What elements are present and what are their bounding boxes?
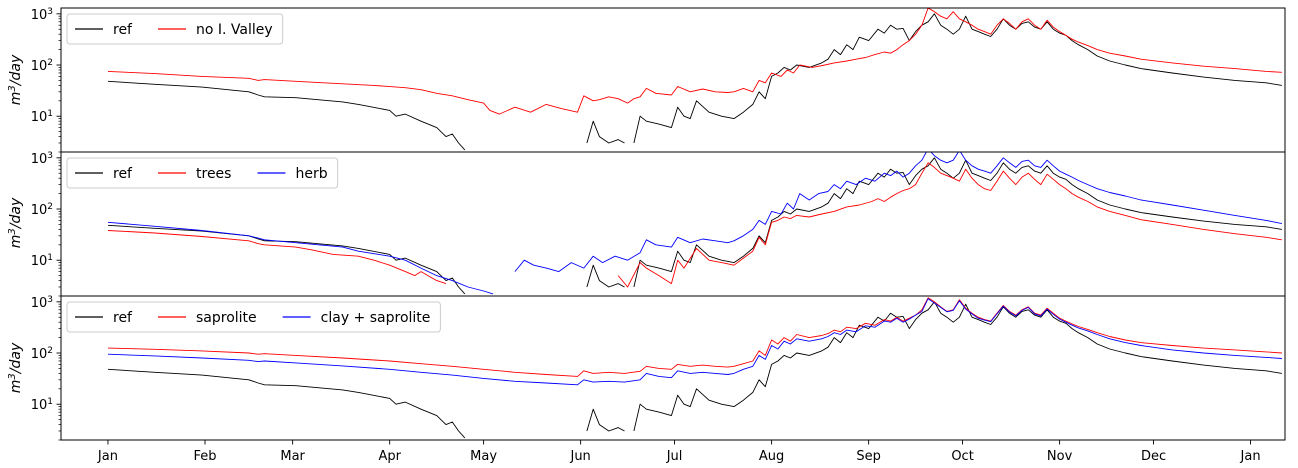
panel-2: m3/day 101 102 103 ref trees herb bbox=[7, 151, 1286, 297]
panel-3: m3/day 101 102 103 ref saprolite clay + sapro… bbox=[7, 295, 1286, 441]
y-tick-label: 103 bbox=[31, 151, 53, 167]
series-line-saprolite bbox=[107, 297, 1282, 377]
y-tick-label: 102 bbox=[31, 58, 53, 74]
x-tick-label: Aug bbox=[759, 449, 784, 464]
y-tick-label: 101 bbox=[31, 397, 53, 413]
y-tick-label: 102 bbox=[31, 202, 53, 218]
x-tick-label: Nov bbox=[1047, 449, 1073, 464]
legend-frame bbox=[66, 301, 441, 333]
x-tick-label: Sep bbox=[856, 449, 881, 464]
y-tick-label: 103 bbox=[31, 7, 53, 23]
legend-label: clay + saprolite bbox=[321, 310, 431, 326]
y-tick-label: 101 bbox=[31, 253, 53, 269]
y-tick-label: 102 bbox=[31, 346, 53, 362]
y-axis-label: m3/day bbox=[7, 54, 25, 105]
plot-frame bbox=[60, 295, 1286, 441]
legend-label: ref bbox=[113, 310, 133, 326]
series-line-trees bbox=[107, 162, 1282, 288]
panel-1: m3/day 101 102 103 ref no I. Valley bbox=[7, 7, 1286, 153]
y-tick-label: 101 bbox=[31, 109, 53, 125]
legend-label: trees bbox=[196, 166, 231, 182]
legend-label: ref bbox=[113, 22, 133, 38]
x-tick-label: Jul bbox=[666, 449, 683, 464]
series-line-clay-saprolite bbox=[107, 298, 1282, 386]
x-tick-label: Feb bbox=[193, 449, 216, 464]
x-axis: Jan Feb Mar Apr May Jun Jul Aug Sep Oct Nov Dec Jan bbox=[97, 440, 1261, 464]
legend-label: no I. Valley bbox=[196, 22, 273, 38]
x-tick-label: May bbox=[470, 449, 497, 464]
legend-frame bbox=[66, 157, 339, 189]
x-tick-label: Apr bbox=[378, 449, 401, 464]
x-tick-label: Jan bbox=[97, 449, 118, 464]
series-line-ref bbox=[107, 301, 1282, 439]
x-tick-label: Dec bbox=[1141, 449, 1166, 464]
legend-label: saprolite bbox=[196, 310, 257, 326]
legend-label: herb bbox=[295, 166, 327, 182]
y-axis-label: m3/day bbox=[7, 342, 25, 393]
series-line-no-i-valley bbox=[107, 8, 1282, 115]
y-axis-label: m3/day bbox=[7, 197, 25, 248]
legend: ref trees herb bbox=[66, 157, 339, 189]
series-line-ref bbox=[107, 13, 1282, 151]
x-tick-label: Jun bbox=[569, 449, 590, 464]
x-tick-label: Mar bbox=[280, 449, 305, 464]
legend-label: ref bbox=[113, 166, 133, 182]
x-tick-label: Jan bbox=[1240, 449, 1261, 464]
x-tick-label: Oct bbox=[951, 449, 973, 464]
y-tick-label: 103 bbox=[31, 295, 53, 311]
legend: ref saprolite clay + saprolite bbox=[66, 301, 441, 333]
series-line-herb bbox=[107, 152, 1282, 295]
legend: ref no I. Valley bbox=[66, 13, 284, 45]
